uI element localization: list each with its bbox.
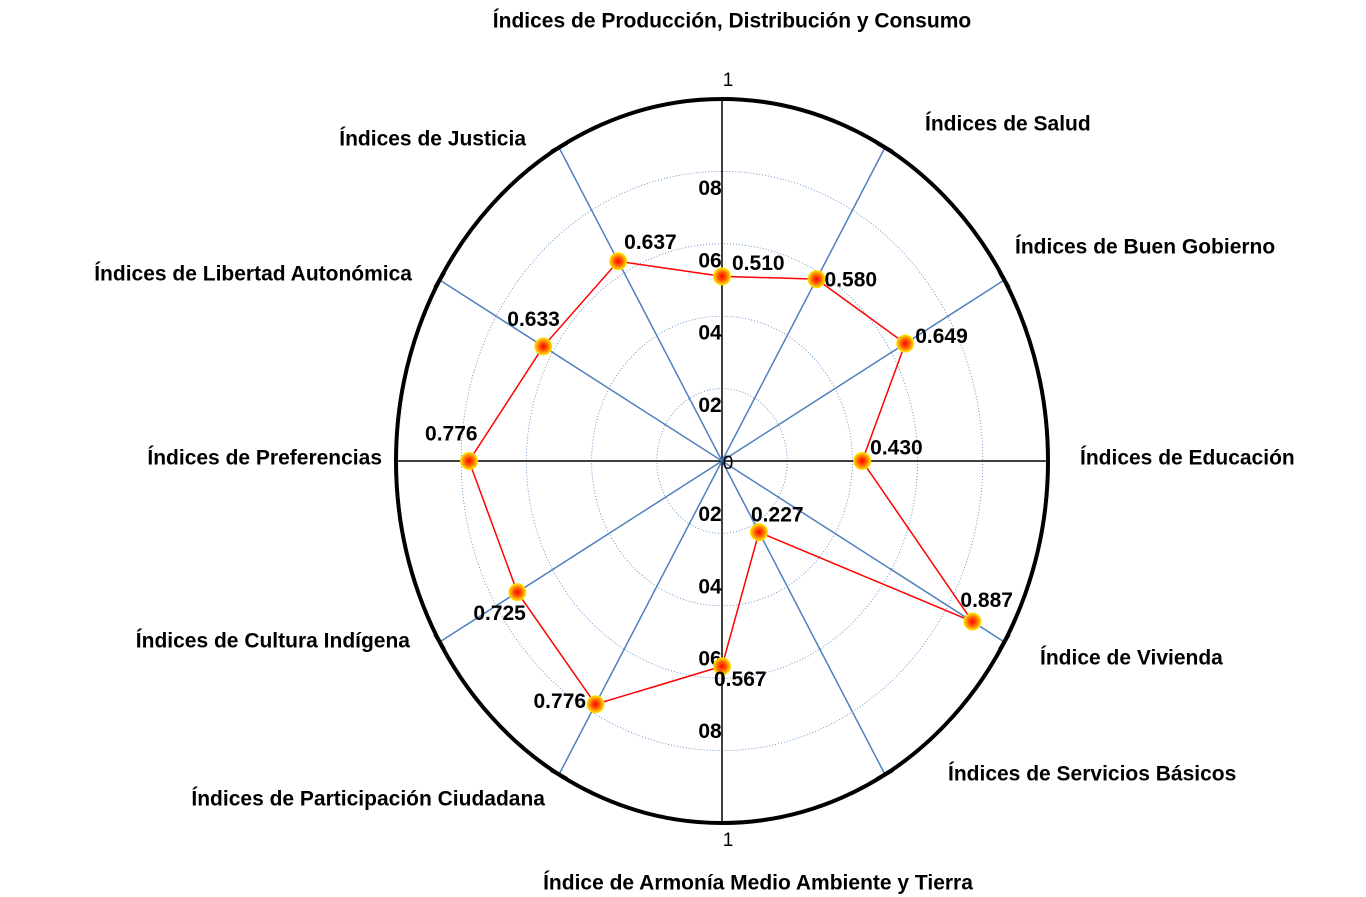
data-point — [896, 334, 915, 353]
data-label: 0.510 — [732, 252, 785, 275]
y-tick-label: 04 — [698, 322, 722, 345]
outer-ring — [394, 97, 1050, 825]
spoke — [439, 279, 723, 462]
data-point — [853, 452, 872, 470]
data-point — [534, 337, 553, 356]
data-point — [713, 657, 731, 676]
category-label: Índice de Armonía Medio Ambiente y Tierr… — [543, 872, 973, 895]
y-tick-label: 0 — [723, 453, 734, 474]
spoke — [558, 460, 723, 775]
data-point — [609, 252, 628, 271]
data-point — [508, 583, 527, 602]
data-point — [586, 695, 605, 714]
y-tick-label: 08 — [698, 177, 722, 200]
category-label: Índices de Educación — [1080, 447, 1295, 470]
y-tick-label: 1 — [723, 830, 734, 851]
data-label: 0.776 — [425, 423, 478, 446]
y-tick-label: 02 — [698, 503, 721, 526]
category-label: Índices de Buen Gobierno — [1015, 236, 1275, 259]
data-label: 0.637 — [624, 231, 677, 254]
data-point — [807, 270, 826, 289]
data-label: 0.649 — [915, 325, 968, 348]
category-label: Índices de Servicios Básicos — [948, 763, 1236, 786]
spoke — [721, 460, 886, 775]
data-point — [750, 523, 769, 542]
data-label: 0.567 — [714, 668, 767, 691]
y-tick-label: 06 — [698, 249, 721, 272]
category-label: Índices de Cultura Indígena — [136, 630, 411, 653]
spoke — [721, 279, 1005, 462]
data-point — [460, 452, 479, 470]
spoke — [721, 460, 1005, 643]
chart-title: Índices de Producción, Distribución y Co… — [493, 10, 971, 33]
category-label: Índice de Vivienda — [1040, 647, 1223, 670]
data-point — [963, 612, 982, 631]
data-label: 0.633 — [507, 308, 560, 331]
category-label: Índices de Preferencias — [147, 447, 382, 470]
y-tick-label: 1 — [723, 70, 734, 91]
y-tick-label: 02 — [698, 394, 721, 417]
spoke — [721, 147, 886, 462]
data-label: 0.580 — [825, 269, 878, 292]
category-label: Índices de Salud — [925, 113, 1091, 136]
y-tick-label: 04 — [698, 575, 722, 598]
y-tick-label: 08 — [698, 720, 722, 743]
data-label: 0.725 — [473, 602, 526, 625]
spoke — [439, 460, 723, 643]
data-point — [713, 267, 731, 286]
spoke — [558, 147, 723, 462]
data-label: 0.776 — [534, 690, 587, 713]
data-label: 0.887 — [960, 589, 1013, 612]
category-label: Índices de Libertad Autonómica — [94, 263, 412, 286]
data-label: 0.227 — [751, 504, 804, 527]
category-label: Índices de Justicia — [339, 128, 526, 151]
data-label: 0.430 — [870, 437, 923, 460]
category-label: Índices de Participación Ciudadana — [191, 788, 545, 811]
